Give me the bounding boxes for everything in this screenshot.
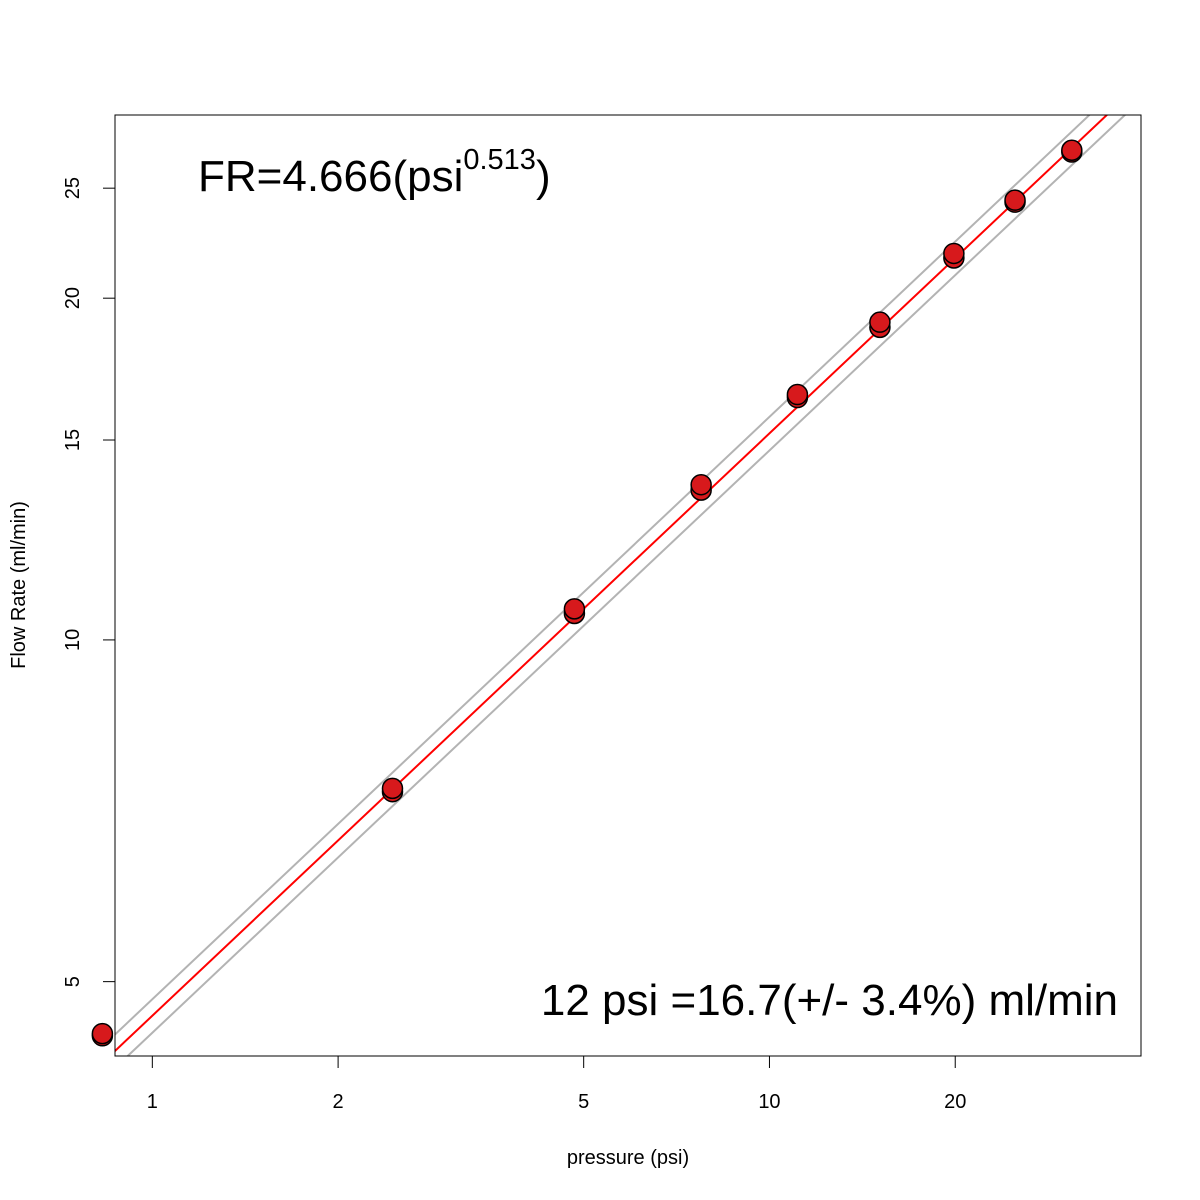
y-axis-title: Flow Rate (ml/min): [8, 501, 30, 669]
x-axis: 1 2 5 10 20: [147, 1055, 966, 1113]
x-tick-label: 10: [758, 1091, 780, 1113]
x-tick-label: 5: [578, 1091, 589, 1113]
x-tick-label: 1: [147, 1091, 158, 1113]
y-tick-label: 5: [62, 976, 84, 987]
upper-band-line: [115, 115, 1091, 1036]
x-axis-title: pressure (psi): [567, 1147, 689, 1169]
data-point: [563, 598, 586, 620]
data-point: [381, 777, 404, 800]
data-point: [690, 473, 712, 496]
fit-equation-exponent: 0.513: [463, 144, 536, 176]
y-tick-label: 20: [62, 287, 84, 309]
y-tick-label: 15: [62, 429, 84, 451]
fit-equation-suffix: ): [536, 152, 551, 201]
lower-band-line: [126, 115, 1127, 1056]
y-tick-label: 10: [62, 629, 84, 651]
data-point: [1061, 139, 1083, 161]
fit-equation-prefix: FR=4.666(psi: [198, 152, 463, 201]
plot-frame: [114, 114, 1142, 1057]
y-axis: 5 10 15 20 25: [62, 177, 116, 987]
data-point: [1004, 189, 1026, 211]
data-point: [91, 1022, 114, 1045]
confidence-band-lines: [115, 115, 1127, 1056]
x-tick-label: 20: [944, 1091, 966, 1113]
data-point: [869, 311, 891, 333]
estimate-annotation: 12 psi =16.7(+/- 3.4%) ml/min: [541, 976, 1118, 1025]
x-tick-label: 2: [333, 1091, 344, 1113]
fit-equation-annotation: FR=4.666(psi0.513): [198, 144, 551, 201]
y-tick-label: 25: [62, 177, 84, 199]
data-points: [91, 139, 1083, 1047]
fit-line: [115, 115, 1109, 1053]
data-point: [786, 383, 809, 406]
fit-line-layer: [115, 115, 1109, 1053]
data-point: [943, 242, 965, 265]
